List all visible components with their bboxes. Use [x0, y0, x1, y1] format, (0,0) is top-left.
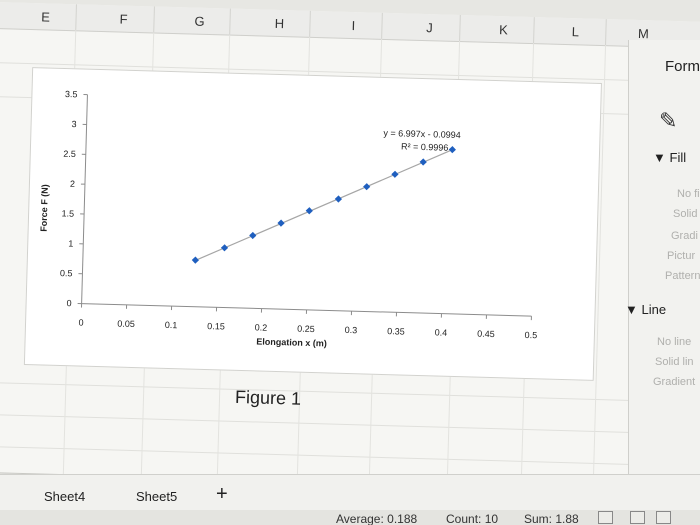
y-tick-label: 2: [70, 179, 75, 189]
fill-option-no-fill[interactable]: No fi: [677, 188, 700, 200]
data-point: [363, 183, 371, 191]
sheet-tab-bar: Sheet4 Sheet5 +: [0, 474, 700, 515]
x-axis-line: [81, 303, 532, 317]
y-axis-title: Force F (N): [39, 184, 50, 232]
x-tick-label: 0.5: [525, 330, 538, 340]
line-section-toggle[interactable]: ▼ Line: [625, 302, 666, 317]
x-tick-label: 0: [78, 317, 83, 327]
x-tick-label: 0.3: [345, 325, 358, 335]
scatter-chart: 0 0.5 1 1.5 2 2.5 3 3.5 0 0.05 0.1 0.15 0.2 0.25 0.3 0.…: [39, 89, 538, 348]
page-layout-icon[interactable]: [630, 511, 645, 524]
x-tick-label: 0.35: [387, 326, 405, 336]
data-point: [334, 195, 343, 203]
x-tick-label: 0.05: [117, 319, 135, 329]
spreadsheet-canvas[interactable]: E F G H I J K L M: [0, 2, 700, 494]
figure-caption: Figure 1: [234, 386, 302, 409]
fill-section-toggle[interactable]: ▼ Fill: [653, 150, 686, 165]
column-header-g[interactable]: G: [194, 13, 205, 29]
column-header-j[interactable]: J: [425, 20, 433, 36]
status-count: Count: 10: [446, 512, 499, 525]
y-tick-label: 0.5: [60, 268, 73, 278]
y-tick-label: 3: [71, 119, 76, 129]
column-header-e[interactable]: E: [41, 9, 51, 25]
y-tick-label: 0: [66, 298, 71, 308]
line-section-label: Line: [641, 302, 667, 317]
data-point: [391, 170, 399, 178]
trendline: [195, 149, 453, 261]
data-point: [191, 256, 199, 264]
x-tick-label: 0.4: [435, 327, 448, 337]
row-gridline: [0, 445, 700, 468]
column-header-k[interactable]: K: [498, 22, 508, 38]
column-header-f[interactable]: F: [119, 11, 128, 27]
format-chart-panel: Form ✎ ▼ Fill No fi Solid Gradi Pictur P…: [625, 40, 700, 480]
normal-view-icon[interactable]: [598, 511, 613, 524]
fill-option-gradient[interactable]: Gradi: [671, 230, 698, 242]
y-tick-label: 1.5: [61, 208, 74, 218]
triangle-down-icon: ▼: [653, 150, 666, 165]
data-point: [419, 158, 427, 166]
data-point: [305, 207, 313, 215]
sheet-tab-sheet4[interactable]: Sheet4: [44, 489, 86, 504]
column-header-h[interactable]: H: [274, 15, 285, 32]
status-average: Average: 0.188: [336, 512, 418, 525]
triangle-down-icon: ▼: [625, 302, 638, 317]
paint-bucket-icon[interactable]: ✎: [659, 108, 678, 133]
line-option-solid[interactable]: Solid lin: [655, 356, 694, 368]
data-point: [249, 231, 257, 240]
y-axis-line: [81, 94, 88, 304]
y-tick-label: 2.5: [63, 149, 76, 159]
trendline-equation: y = 6.997x - 0.0994: [383, 128, 461, 140]
column-header-i[interactable]: I: [351, 17, 356, 34]
line-option-no-line[interactable]: No line: [657, 336, 692, 348]
x-tick-label: 0.25: [297, 324, 315, 334]
fill-section-label: Fill: [669, 150, 687, 165]
status-sum: Sum: 1.88: [524, 512, 579, 525]
data-point: [220, 244, 229, 252]
column-header-l[interactable]: L: [571, 24, 580, 40]
x-tick-label: 0.1: [165, 320, 178, 330]
trendline-r-squared: R² = 0.9996: [401, 141, 449, 152]
x-axis-title: Elongation x (m): [256, 336, 327, 348]
sheet-tab-sheet5[interactable]: Sheet5: [136, 489, 178, 504]
add-sheet-button[interactable]: +: [216, 483, 228, 505]
chart-area[interactable]: 0 0.5 1 1.5 2 2.5 3 3.5 0 0.05 0.1 0.15 0.2 0.25 0.3 0.…: [23, 67, 602, 381]
fill-option-picture[interactable]: Pictur: [667, 250, 696, 262]
column-header-row: E F G H I J K L M: [0, 2, 700, 50]
line-option-gradient[interactable]: Gradient: [653, 376, 696, 388]
fill-option-pattern[interactable]: Pattern: [665, 270, 700, 282]
x-tick-label: 0.2: [255, 322, 268, 332]
page-break-view-icon[interactable]: [656, 511, 671, 524]
y-tick-label: 3.5: [65, 89, 78, 99]
y-tick-label: 1: [68, 238, 73, 248]
data-point: [277, 219, 285, 227]
data-point: [448, 146, 456, 154]
fill-option-solid[interactable]: Solid: [673, 208, 698, 220]
status-bar: Average: 0.188 Count: 10 Sum: 1.88: [0, 510, 700, 525]
x-tick-label: 0.15: [207, 321, 225, 331]
panel-title: Form: [665, 58, 700, 75]
x-tick-label: 0.45: [477, 329, 495, 339]
